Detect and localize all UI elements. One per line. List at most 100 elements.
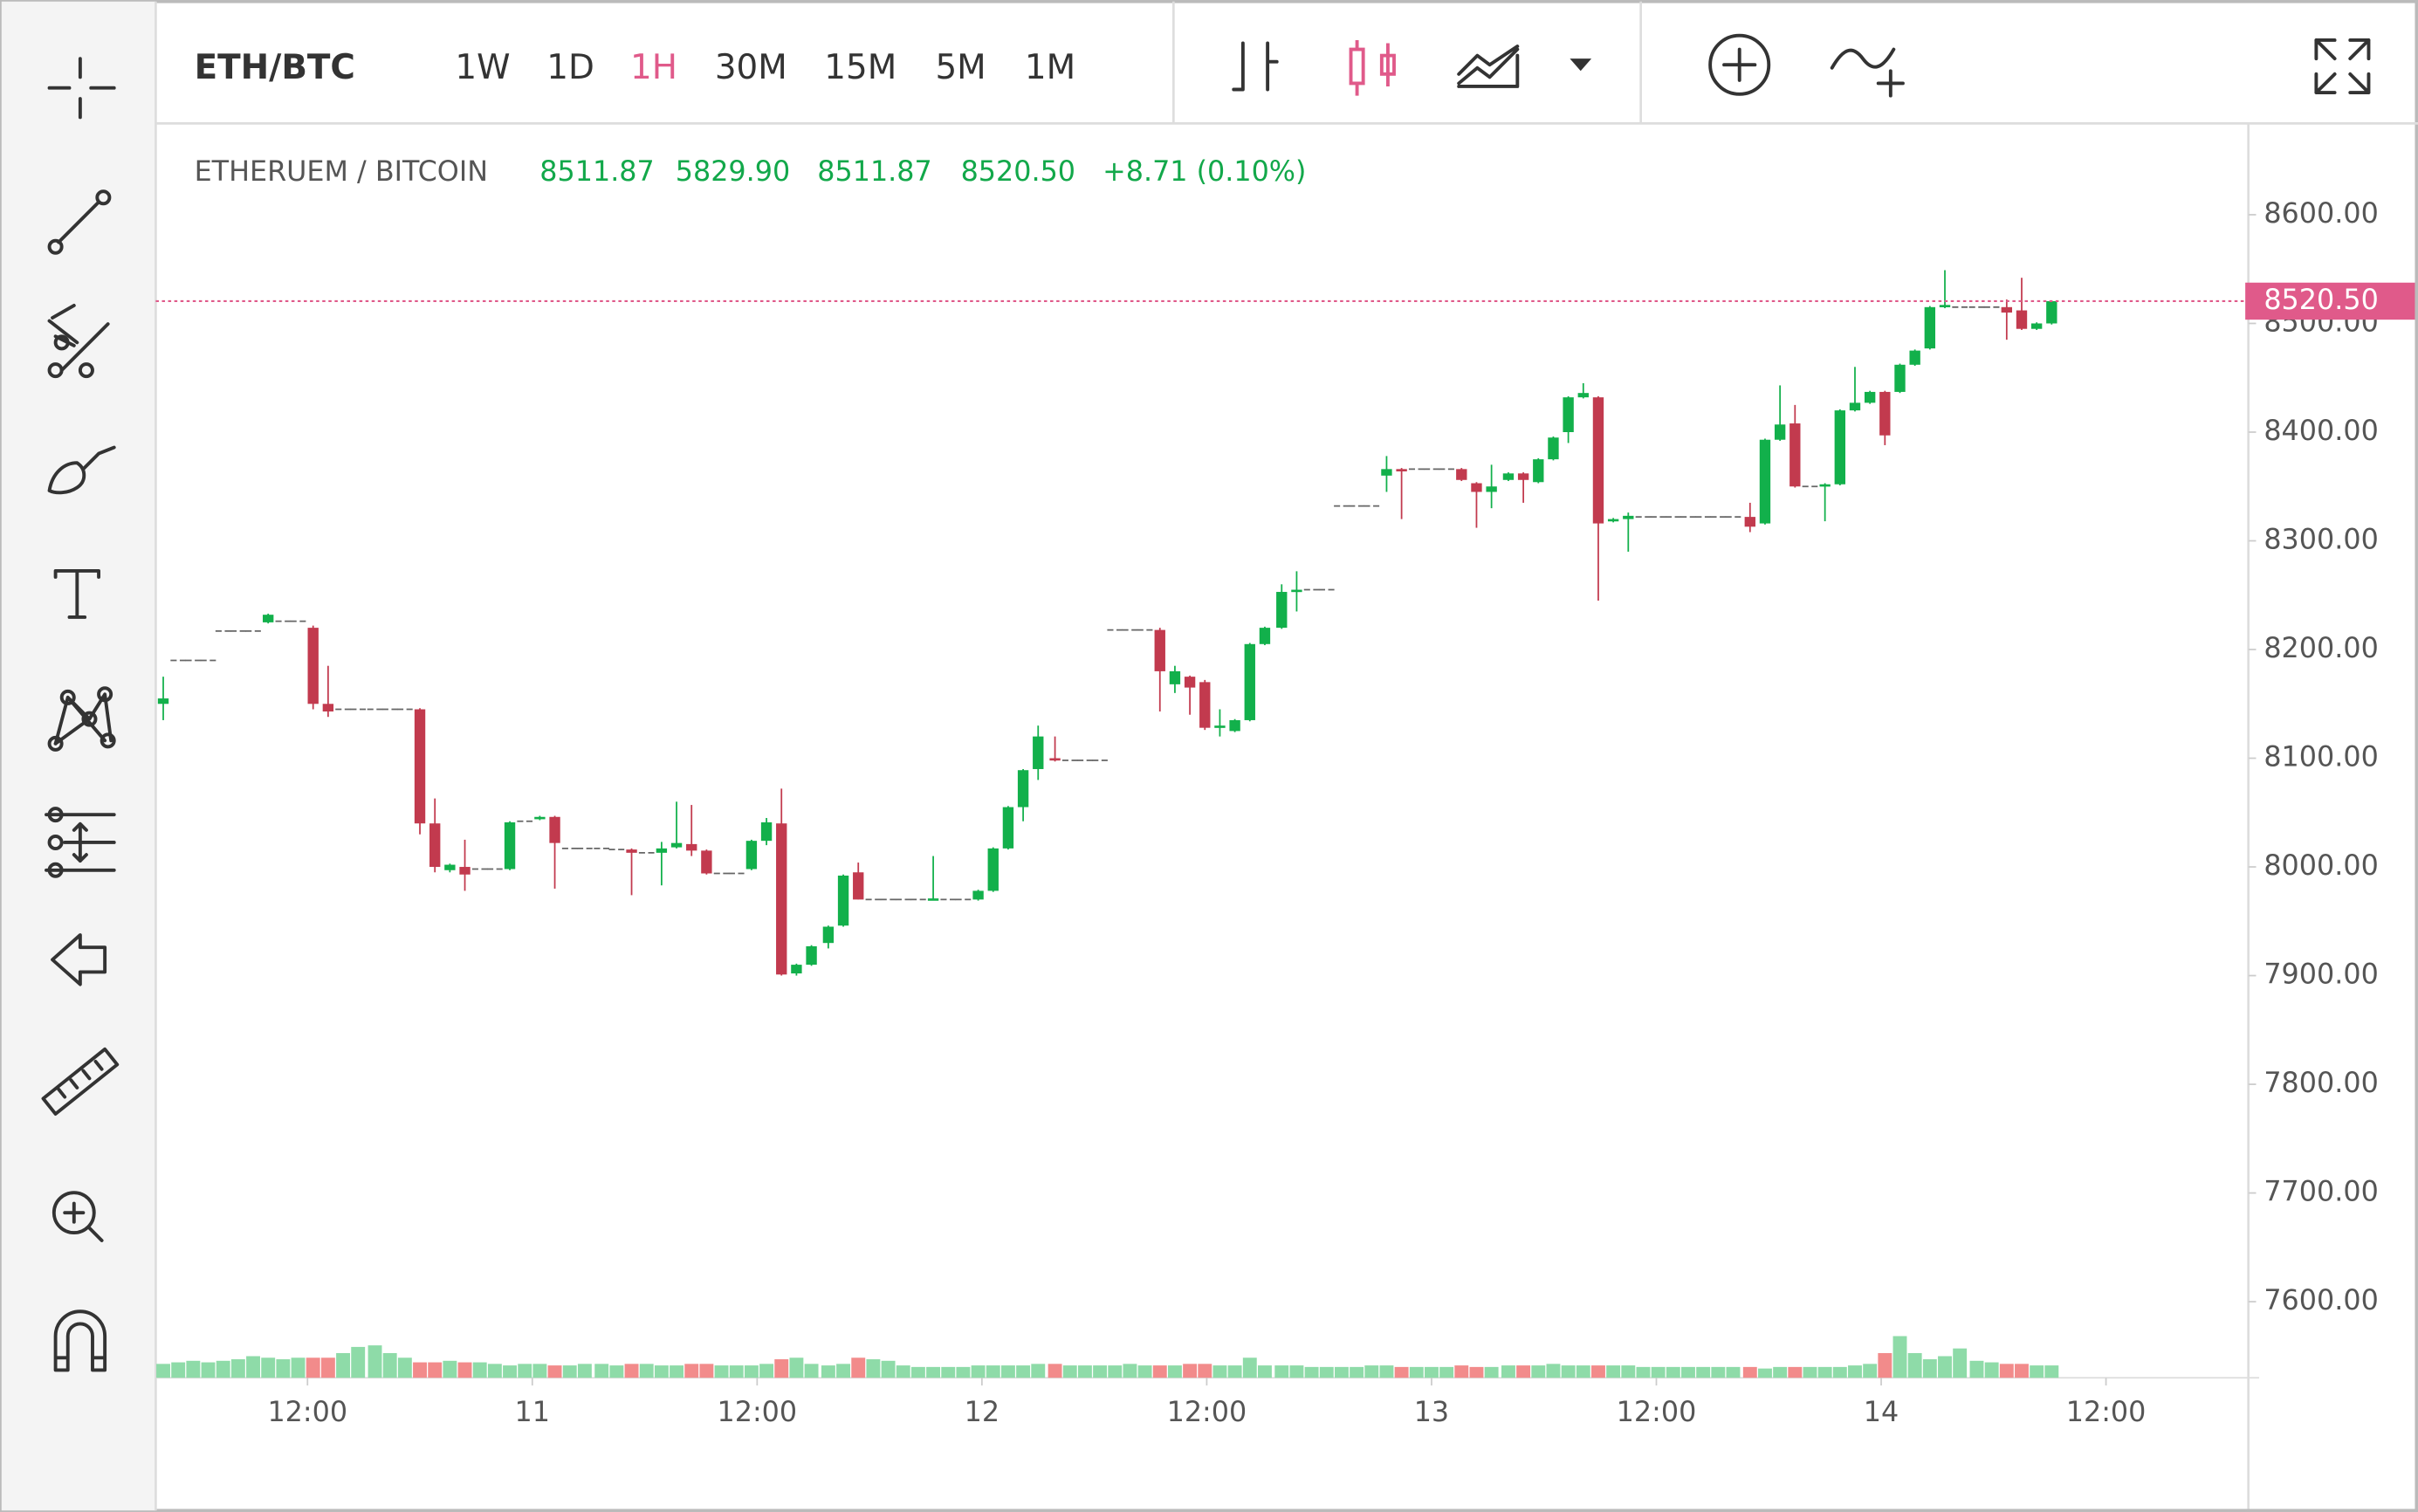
candle-body xyxy=(745,841,758,869)
zoom-tool[interactable] xyxy=(52,1191,104,1242)
volume-bar xyxy=(1516,1365,1531,1378)
volume-bar xyxy=(1907,1352,1922,1378)
compare-button[interactable] xyxy=(1830,47,1905,98)
fib-tool[interactable] xyxy=(47,303,110,379)
volume-bar xyxy=(1212,1365,1227,1378)
add-indicator-button[interactable] xyxy=(1708,33,1771,96)
pattern-tool[interactable] xyxy=(47,686,116,752)
volume-bar xyxy=(804,1364,819,1378)
candle-body xyxy=(656,848,668,853)
volume-bar xyxy=(684,1364,699,1378)
volume-bar xyxy=(382,1352,397,1378)
volume-bar xyxy=(336,1352,350,1378)
y-tick-label: 8000.00 xyxy=(2263,849,2378,882)
volume-bar xyxy=(1469,1366,1484,1378)
candle-body xyxy=(444,864,456,870)
brush-tool[interactable] xyxy=(47,445,116,495)
volume-bar xyxy=(216,1360,230,1378)
volume-bar xyxy=(1651,1366,1666,1378)
volume-bar xyxy=(910,1366,925,1378)
volume-bar xyxy=(1319,1366,1334,1378)
interval-button[interactable]: 15M xyxy=(824,48,896,87)
volume-bar xyxy=(670,1365,684,1378)
interval-button[interactable]: 30M xyxy=(715,48,787,87)
volume-bar xyxy=(1257,1365,1272,1378)
back-tool[interactable] xyxy=(51,933,107,986)
volume-bar xyxy=(1531,1365,1546,1378)
candle-style-button[interactable] xyxy=(1349,39,1396,96)
bar-style-button[interactable] xyxy=(1232,41,1279,92)
style-dropdown[interactable] xyxy=(1570,58,1592,72)
volume-bar xyxy=(261,1357,276,1378)
volume-bar xyxy=(1289,1365,1304,1378)
candle-body xyxy=(1214,725,1226,728)
x-tick-label: 12:00 xyxy=(1617,1396,1697,1428)
volume-bar xyxy=(276,1359,291,1378)
y-tick-label: 7600.00 xyxy=(2263,1284,2378,1316)
volume-bar xyxy=(457,1362,472,1378)
volume-bar xyxy=(1137,1365,1152,1378)
volume-bar xyxy=(956,1366,971,1378)
candle-body xyxy=(927,898,939,901)
text-tool[interactable] xyxy=(53,568,101,619)
crosshair-tool[interactable] xyxy=(47,57,116,120)
volume-bar xyxy=(518,1364,532,1378)
magnet-tool[interactable] xyxy=(53,1309,107,1372)
chart-title: ETHERUEM / BITCOIN xyxy=(195,155,488,188)
x-tick-label: 12:00 xyxy=(267,1396,347,1428)
volume-bar xyxy=(1394,1366,1409,1378)
volume-bar xyxy=(1379,1365,1394,1378)
candle-body xyxy=(1834,410,1845,485)
candle-body xyxy=(776,823,787,975)
candle-body xyxy=(459,867,471,875)
candle-body xyxy=(987,848,999,891)
line-tool[interactable] xyxy=(47,189,112,255)
candle-body xyxy=(2046,300,2057,324)
ruler-tool[interactable] xyxy=(41,1047,120,1116)
volume-bar xyxy=(729,1365,744,1378)
header-change: +8.71 (0.10%) xyxy=(1103,155,1306,188)
volume-bar xyxy=(896,1365,910,1378)
interval-button[interactable]: 1H xyxy=(630,48,677,87)
x-tick-label: 14 xyxy=(1864,1396,1899,1428)
volume-bar xyxy=(1062,1365,1077,1378)
candle-body xyxy=(1169,670,1181,684)
candle-body xyxy=(414,709,426,824)
volume-bar xyxy=(971,1365,986,1378)
volume-bar xyxy=(1666,1366,1680,1378)
x-tick-label: 13 xyxy=(1414,1396,1449,1428)
volume-bar xyxy=(1183,1364,1198,1378)
last-price-label: 8520.50 xyxy=(2263,284,2378,316)
interval-button[interactable]: 5M xyxy=(935,48,986,87)
volume-bar xyxy=(1227,1365,1242,1378)
x-tick-label: 12 xyxy=(965,1396,999,1428)
volume-bar xyxy=(2030,1365,2044,1378)
candle-body xyxy=(263,615,274,622)
volume-bar xyxy=(836,1364,851,1378)
candle-body xyxy=(2001,306,2013,313)
fullscreen-button[interactable] xyxy=(2314,38,2371,94)
candle-body xyxy=(1939,305,1951,307)
area-style-button[interactable] xyxy=(1457,45,1520,88)
interval-button[interactable]: 1M xyxy=(1025,48,1075,87)
volume-bar xyxy=(547,1365,562,1378)
interval-button[interactable]: 1W xyxy=(455,48,510,87)
candle-body xyxy=(2016,310,2028,329)
prediction-tool[interactable] xyxy=(45,807,116,878)
candle-body xyxy=(1623,515,1634,519)
volume-bar xyxy=(1758,1368,1772,1378)
candle-body xyxy=(549,816,560,843)
symbol[interactable]: ETH/BTC xyxy=(195,48,355,87)
volume-bar xyxy=(1969,1360,1984,1378)
volume-bar xyxy=(1606,1365,1621,1378)
volume-bar xyxy=(472,1362,487,1378)
volume-bar xyxy=(368,1345,382,1378)
volume-bar xyxy=(246,1356,260,1378)
interval-button[interactable]: 1D xyxy=(546,48,594,87)
volume-bar xyxy=(1439,1366,1454,1378)
volume-bar xyxy=(156,1364,170,1378)
candle-body xyxy=(1456,469,1467,480)
volume-bar xyxy=(941,1366,956,1378)
y-tick-label: 8200.00 xyxy=(2263,632,2378,664)
volume-bar xyxy=(1561,1365,1576,1378)
